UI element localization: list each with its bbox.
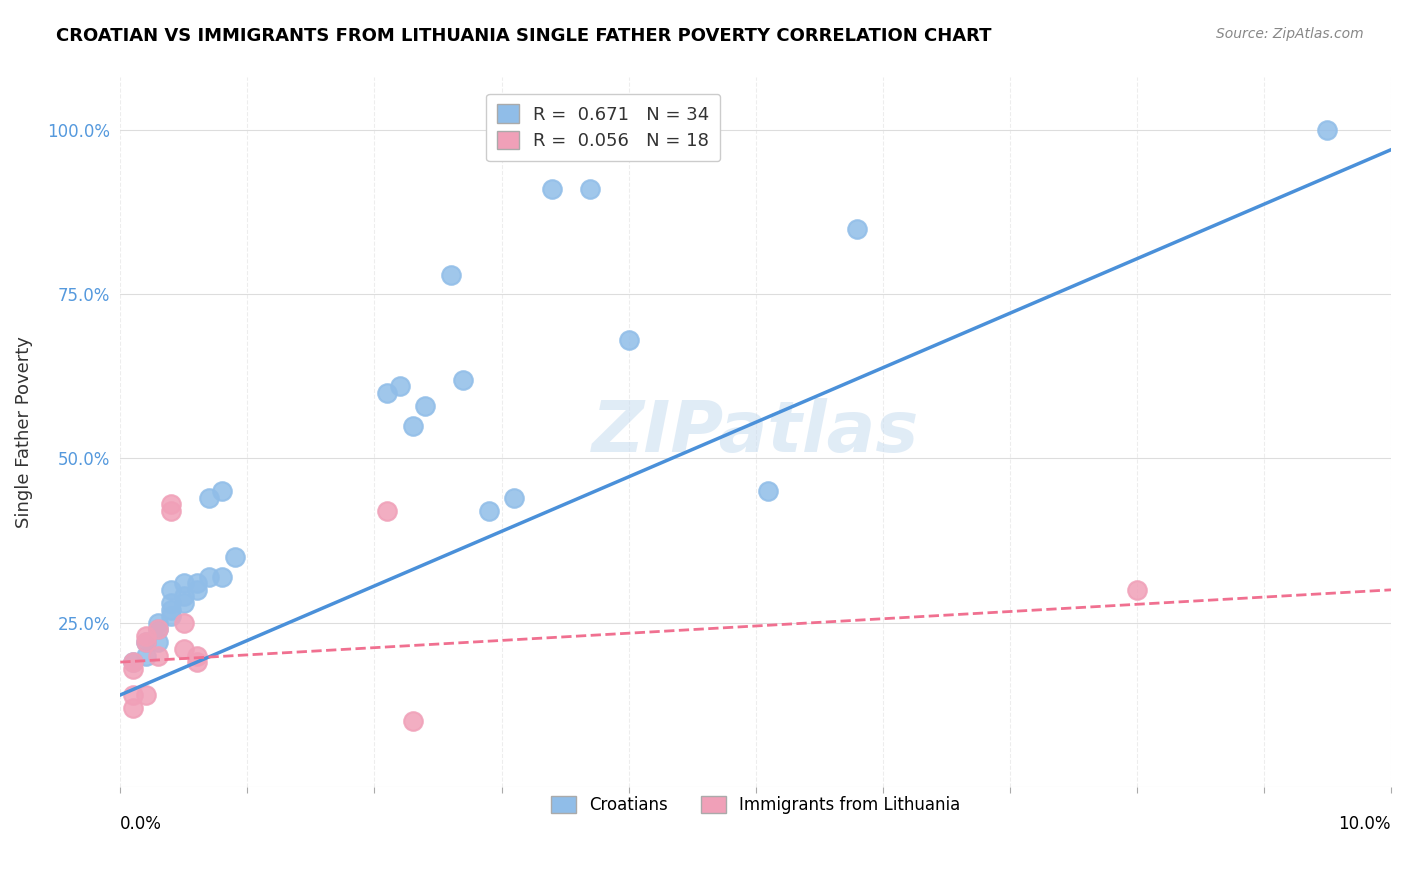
Point — [135, 688, 157, 702]
Point — [148, 615, 170, 630]
Point — [198, 491, 221, 505]
Point — [122, 701, 145, 715]
Point — [173, 576, 195, 591]
Point — [148, 648, 170, 663]
Point — [211, 570, 233, 584]
Point — [375, 504, 398, 518]
Point — [541, 182, 564, 196]
Point — [160, 609, 183, 624]
Point — [135, 635, 157, 649]
Point — [756, 484, 779, 499]
Text: 0.0%: 0.0% — [121, 815, 162, 833]
Point — [401, 714, 423, 729]
Point — [122, 688, 145, 702]
Point — [186, 648, 208, 663]
Point — [1316, 123, 1339, 137]
Point — [401, 418, 423, 433]
Text: 10.0%: 10.0% — [1339, 815, 1391, 833]
Point — [503, 491, 526, 505]
Point — [160, 602, 183, 616]
Point — [579, 182, 602, 196]
Point — [198, 570, 221, 584]
Point — [186, 576, 208, 591]
Point — [617, 333, 640, 347]
Point — [224, 549, 246, 564]
Point — [211, 484, 233, 499]
Point — [1126, 582, 1149, 597]
Point — [186, 582, 208, 597]
Text: CROATIAN VS IMMIGRANTS FROM LITHUANIA SINGLE FATHER POVERTY CORRELATION CHART: CROATIAN VS IMMIGRANTS FROM LITHUANIA SI… — [56, 27, 991, 45]
Point — [173, 590, 195, 604]
Point — [388, 379, 411, 393]
Point — [135, 635, 157, 649]
Point — [148, 622, 170, 636]
Point — [453, 373, 475, 387]
Point — [440, 268, 463, 282]
Legend: Croatians, Immigrants from Lithuania: Croatians, Immigrants from Lithuania — [544, 789, 967, 822]
Y-axis label: Single Father Poverty: Single Father Poverty — [15, 336, 32, 528]
Point — [148, 635, 170, 649]
Point — [148, 622, 170, 636]
Text: Source: ZipAtlas.com: Source: ZipAtlas.com — [1216, 27, 1364, 41]
Point — [122, 655, 145, 669]
Point — [173, 615, 195, 630]
Point — [375, 385, 398, 400]
Point — [478, 504, 501, 518]
Point — [135, 629, 157, 643]
Point — [160, 498, 183, 512]
Point — [122, 662, 145, 676]
Point — [135, 648, 157, 663]
Point — [160, 504, 183, 518]
Point — [160, 582, 183, 597]
Point — [122, 655, 145, 669]
Point — [173, 642, 195, 657]
Text: ZIPatlas: ZIPatlas — [592, 398, 920, 467]
Point — [186, 655, 208, 669]
Point — [160, 596, 183, 610]
Point — [173, 596, 195, 610]
Point — [413, 399, 436, 413]
Point — [846, 221, 869, 235]
